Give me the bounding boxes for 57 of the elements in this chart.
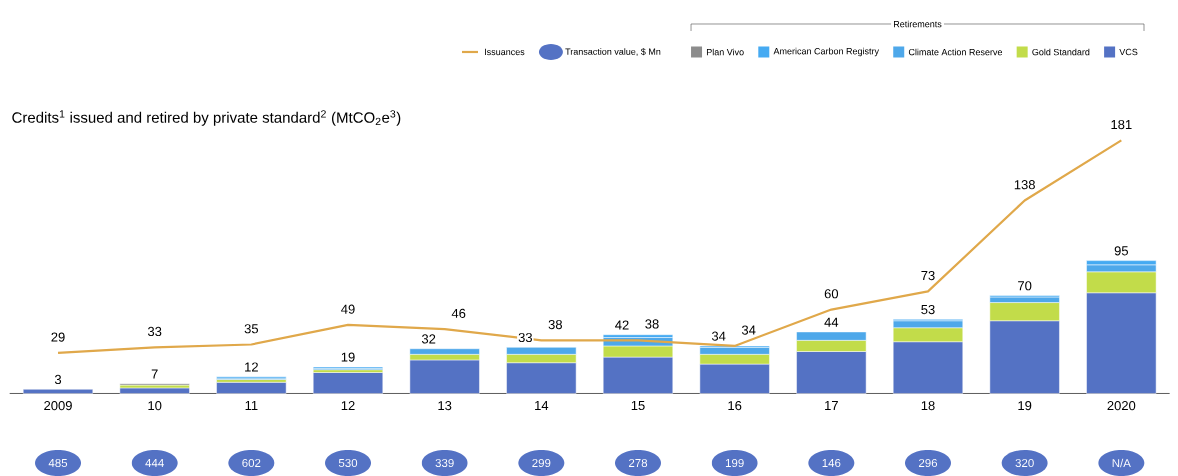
x-tick-label: 16 bbox=[728, 401, 742, 411]
data-label: 33 bbox=[147, 326, 162, 337]
total-label: 33 bbox=[518, 332, 532, 343]
legend-label: Gold Standard bbox=[1032, 48, 1090, 56]
data-label: 299 bbox=[532, 458, 551, 468]
legend-label: American Carbon Registry bbox=[773, 47, 879, 57]
total-label: 34 bbox=[711, 331, 726, 341]
data-label: 602 bbox=[242, 458, 261, 468]
data-label: 181 bbox=[1111, 119, 1132, 130]
legend-label: Climate Action Reserve bbox=[908, 48, 1003, 56]
x-tick-label: 15 bbox=[631, 401, 645, 411]
total-label: 19 bbox=[341, 352, 355, 362]
x-tick-label: 12 bbox=[341, 401, 355, 411]
legend-label: VCS bbox=[1119, 48, 1138, 56]
legend-label: Plan Vivo bbox=[706, 48, 744, 56]
total-label: 3 bbox=[54, 374, 62, 385]
x-tick-label: 17 bbox=[825, 401, 838, 410]
total-label: 7 bbox=[151, 369, 158, 379]
data-label: 530 bbox=[338, 458, 358, 468]
total-label: 95 bbox=[1114, 246, 1128, 256]
total-label: 12 bbox=[245, 362, 258, 372]
data-label: 38 bbox=[548, 319, 562, 330]
data-label: 278 bbox=[628, 458, 648, 468]
data-label: 320 bbox=[1015, 458, 1034, 468]
data-label: 49 bbox=[341, 304, 355, 314]
data-label: 60 bbox=[824, 289, 839, 299]
data-label: 34 bbox=[741, 325, 756, 335]
data-label: 199 bbox=[725, 458, 744, 468]
data-label: 46 bbox=[451, 308, 466, 318]
data-label: 444 bbox=[145, 459, 164, 467]
total-label: 32 bbox=[421, 334, 436, 344]
data-label: 485 bbox=[48, 458, 68, 468]
total-label: 53 bbox=[921, 304, 935, 315]
total-label: 70 bbox=[1018, 281, 1032, 291]
chart-title: Credits$^{1}$ issued and retired by private standard$^{2}$ (MtCO$_{2}$e$^{3}$) bbox=[12, 110, 401, 126]
x-tick-label: 19 bbox=[1018, 401, 1032, 411]
x-tick-label: 2020 bbox=[1107, 401, 1136, 411]
x-tick-label: 10 bbox=[148, 401, 162, 411]
x-tick-label: 14 bbox=[535, 401, 549, 410]
data-label: 296 bbox=[918, 458, 938, 468]
data-label: 339 bbox=[435, 458, 454, 468]
data-label: 38 bbox=[645, 319, 659, 329]
data-label: 138 bbox=[1014, 180, 1035, 190]
x-tick-label: 2009 bbox=[44, 401, 72, 411]
total-label: 44 bbox=[824, 317, 839, 327]
x-tick-label: 18 bbox=[921, 401, 935, 411]
legend-label: Issuances bbox=[485, 48, 525, 56]
data-label: 146 bbox=[822, 458, 841, 468]
data-label: 35 bbox=[244, 324, 259, 334]
legend-label: Transaction value, $ Mn bbox=[565, 48, 661, 56]
legend-title: Retirements bbox=[894, 20, 942, 28]
total-label: 42 bbox=[615, 320, 629, 330]
x-tick-label: 11 bbox=[245, 401, 258, 410]
data-label: 29 bbox=[51, 332, 65, 342]
data-label: 73 bbox=[921, 270, 935, 281]
data-label: N/A bbox=[1112, 458, 1131, 468]
x-tick-label: 13 bbox=[438, 401, 452, 411]
